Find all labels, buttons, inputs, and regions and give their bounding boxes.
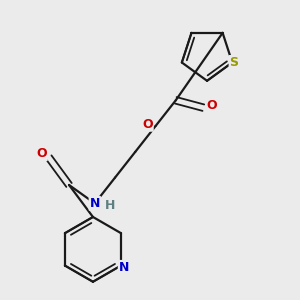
Text: O: O — [206, 99, 217, 112]
Text: O: O — [142, 118, 153, 131]
Text: O: O — [36, 147, 47, 160]
Text: N: N — [119, 261, 129, 274]
Text: S: S — [230, 56, 238, 69]
Text: H: H — [105, 199, 116, 212]
Text: N: N — [90, 197, 100, 210]
